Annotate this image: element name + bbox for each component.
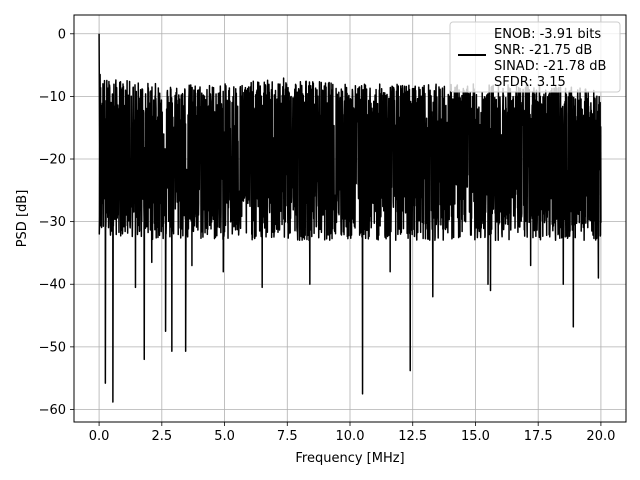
legend-entry: ENOB: -3.91 bits [494, 27, 601, 42]
x-tick-label: 12.5 [398, 429, 427, 444]
psd-series-line [98, 33, 602, 403]
series-layer [98, 33, 602, 403]
x-axis-label: Frequency [MHz] [295, 451, 404, 466]
x-tick-label: 17.5 [524, 429, 553, 444]
y-tick-label: −60 [39, 403, 66, 418]
legend-box [449, 21, 621, 93]
y-tick-label: −50 [39, 340, 66, 355]
plot-area [98, 33, 602, 403]
y-tick-label: −20 [39, 153, 66, 168]
y-tick-label: −30 [39, 215, 66, 230]
legend-entry: SINAD: -21.78 dB [494, 59, 606, 74]
y-tick-label: −40 [39, 278, 66, 293]
x-tick-label: 20.0 [586, 429, 615, 444]
x-tick-label: 5.0 [214, 429, 235, 444]
y-tick-label: −10 [39, 90, 66, 105]
x-tick-label: 15.0 [461, 429, 490, 444]
y-axis: 0 −10 −20 −30 −40 −50 −60 [39, 27, 74, 418]
x-tick-label: 0.0 [89, 429, 110, 444]
x-tick-label: 7.5 [277, 429, 298, 444]
x-axis: 0.0 2.5 5.0 7.5 10.0 12.5 15.0 17.5 20.0 [89, 422, 615, 444]
x-tick-label: 2.5 [151, 429, 172, 444]
legend-entry: SFDR: 3.15 [494, 75, 566, 90]
x-tick-label: 10.0 [336, 429, 365, 444]
legend-entry: SNR: -21.75 dB [494, 43, 592, 58]
y-axis-label: PSD [dB] [15, 190, 30, 248]
y-tick-label: 0 [58, 27, 66, 42]
